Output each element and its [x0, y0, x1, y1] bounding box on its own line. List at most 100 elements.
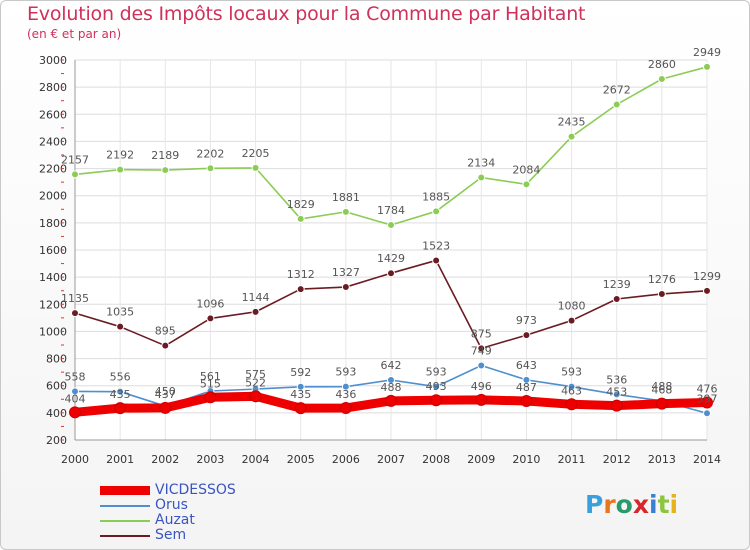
data-label-vicdessos: 435 — [110, 388, 131, 401]
data-point-orus — [341, 382, 350, 391]
x-tick-label: 2013 — [648, 453, 676, 466]
data-label-auzat: 2134 — [467, 157, 495, 170]
legend-label: Sem — [155, 527, 187, 543]
data-point-sem — [522, 331, 531, 340]
data-label-sem: 1276 — [648, 273, 676, 286]
data-point-sem — [206, 314, 215, 323]
y-tick-label: 1600 — [39, 244, 67, 257]
legend-label: Orus — [155, 497, 188, 513]
data-label-auzat: 2860 — [648, 58, 676, 71]
data-point-vicdessos — [610, 399, 623, 412]
data-label-auzat: 2672 — [603, 84, 631, 97]
data-label-auzat: 2084 — [512, 163, 540, 176]
logo-letter: i — [669, 490, 679, 519]
legend-swatch-orus — [100, 505, 150, 507]
data-label-orus: 593 — [426, 366, 447, 379]
data-point-sem — [387, 269, 395, 278]
data-label-vicdessos: 522 — [245, 376, 266, 389]
x-tick-label: 2000 — [61, 453, 89, 466]
x-tick-label: 2003 — [196, 453, 224, 466]
y-tick-label: 1400 — [39, 271, 67, 284]
data-point-orus — [567, 382, 576, 391]
data-label-vicdessos: 436 — [335, 388, 356, 401]
data-point-vicdessos — [294, 402, 307, 415]
legend-swatch-vicdessos — [100, 486, 150, 495]
data-point-auzat — [522, 180, 531, 189]
data-point-auzat — [657, 75, 666, 83]
series-group — [69, 62, 713, 419]
x-tick-label: 2001 — [106, 453, 134, 466]
y-tick-label: 3000 — [39, 54, 67, 67]
legend-label: Auzat — [155, 512, 195, 528]
legend-swatch-auzat — [100, 520, 150, 522]
data-label-vicdessos: 496 — [471, 380, 492, 393]
data-point-orus — [116, 387, 125, 396]
data-label-orus: 643 — [516, 359, 537, 372]
legend-label: VICDESSOS — [155, 482, 236, 498]
data-label-vicdessos: 404 — [65, 392, 86, 405]
data-label-vicdessos: 488 — [381, 381, 402, 394]
data-labels: 404 435 437 515 522 435 436 488 493 496 487 463 453 4… — [61, 46, 721, 405]
data-label-sem: 1035 — [106, 306, 134, 319]
data-label-sem: 1239 — [603, 278, 631, 291]
x-tick-label: 2011 — [558, 453, 586, 466]
data-point-vicdessos — [430, 394, 443, 407]
logo-letter: x — [632, 490, 649, 519]
data-point-vicdessos — [475, 393, 488, 406]
data-point-sem — [341, 283, 350, 292]
y-tick-label: 1000 — [39, 325, 67, 338]
x-tick-label: 2007 — [377, 453, 405, 466]
data-label-sem: 1135 — [61, 292, 89, 305]
x-tick-label: 2008 — [422, 453, 450, 466]
data-point-auzat — [703, 62, 711, 71]
data-point-orus — [387, 376, 395, 385]
data-label-orus: 575 — [245, 368, 266, 381]
data-point-vicdessos — [249, 390, 262, 403]
data-label-auzat: 1881 — [332, 191, 360, 204]
data-label-vicdessos: 493 — [426, 380, 447, 393]
data-point-orus — [703, 409, 711, 418]
data-label-sem: 1299 — [693, 270, 721, 283]
chart-subtitle: (en € et par an) — [27, 27, 122, 41]
data-label-orus: 556 — [110, 371, 131, 384]
data-label-orus: 593 — [561, 366, 582, 379]
data-label-vicdessos: 468 — [651, 384, 672, 397]
data-point-sem — [251, 307, 260, 316]
data-point-auzat — [71, 170, 79, 179]
data-label-orus: 593 — [335, 366, 356, 379]
data-label-auzat: 2202 — [196, 147, 224, 160]
data-point-orus — [612, 390, 621, 399]
y-tick-label: 2000 — [39, 190, 67, 203]
logo-letter: i — [649, 490, 658, 519]
data-point-vicdessos — [204, 391, 217, 404]
data-label-sem: 1429 — [377, 252, 405, 265]
x-tick-label: 2010 — [512, 453, 540, 466]
data-point-vicdessos — [159, 401, 172, 414]
data-point-auzat — [296, 214, 305, 223]
data-label-sem: 1523 — [422, 239, 450, 252]
data-label-orus: 592 — [290, 366, 311, 379]
y-tick-label: 1800 — [39, 217, 67, 230]
chart-title: Evolution des Impôts locaux pour la Comm… — [27, 3, 586, 25]
data-point-auzat — [477, 173, 486, 182]
data-point-vicdessos — [565, 398, 578, 411]
data-point-sem — [296, 285, 305, 294]
data-label-sem: 1312 — [287, 268, 315, 281]
data-label-auzat: 1829 — [287, 198, 315, 211]
data-label-vicdessos: 487 — [516, 381, 537, 394]
data-label-vicdessos: 463 — [561, 384, 582, 397]
data-label-auzat: 2192 — [106, 149, 134, 162]
data-label-vicdessos: 453 — [606, 386, 627, 399]
data-label-sem: 973 — [516, 314, 537, 327]
y-tick-label: 2400 — [39, 135, 67, 148]
data-label-auzat: 1885 — [422, 190, 450, 203]
y-tick-label: 2800 — [39, 81, 67, 94]
data-label-orus: 642 — [381, 359, 402, 372]
data-label-sem: 1096 — [196, 297, 224, 310]
data-label-vicdessos: 437 — [155, 388, 176, 401]
x-tick-label: 2012 — [603, 453, 631, 466]
data-point-sem — [657, 289, 666, 298]
data-label-vicdessos: 476 — [697, 383, 718, 396]
y-tick-label: 2200 — [39, 163, 67, 176]
data-point-auzat — [161, 166, 170, 175]
